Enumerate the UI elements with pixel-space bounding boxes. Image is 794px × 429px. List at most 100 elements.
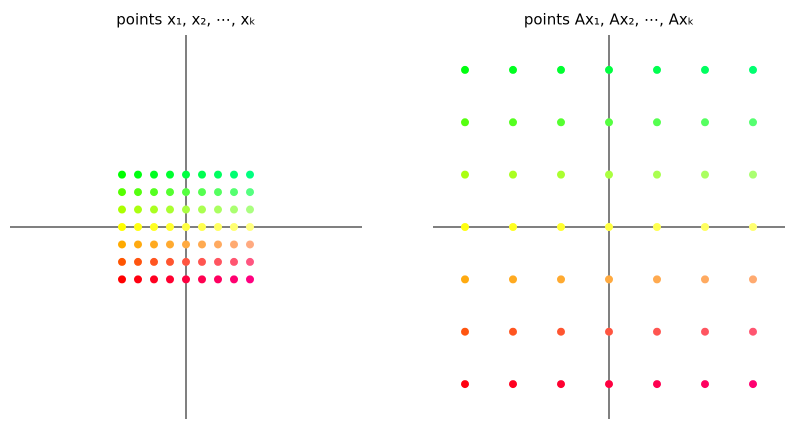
point xyxy=(749,65,757,74)
point xyxy=(557,380,565,389)
point xyxy=(653,380,661,389)
point xyxy=(701,65,709,74)
point xyxy=(701,223,709,231)
point xyxy=(182,257,190,266)
point xyxy=(118,275,126,284)
point xyxy=(214,170,222,179)
point xyxy=(214,240,222,249)
point xyxy=(557,223,565,231)
point xyxy=(230,240,238,249)
point xyxy=(230,223,238,231)
point xyxy=(653,65,661,74)
point xyxy=(214,275,222,284)
point xyxy=(166,240,174,249)
point xyxy=(509,223,517,231)
point xyxy=(230,170,238,179)
point xyxy=(653,118,661,127)
point xyxy=(198,223,206,231)
point xyxy=(701,275,709,284)
point xyxy=(118,170,126,179)
point xyxy=(605,170,613,179)
point xyxy=(150,275,158,284)
point xyxy=(134,275,142,284)
point xyxy=(182,240,190,249)
point xyxy=(150,223,158,231)
point xyxy=(214,223,222,231)
point xyxy=(461,65,469,74)
point xyxy=(166,188,174,197)
point xyxy=(557,170,565,179)
point xyxy=(182,188,190,197)
point xyxy=(118,205,126,214)
point xyxy=(509,275,517,284)
chart-title: points x₁, x₂, ⋯, xₖ xyxy=(116,11,256,29)
point xyxy=(230,275,238,284)
point xyxy=(749,380,757,389)
point xyxy=(150,170,158,179)
point xyxy=(246,188,254,197)
point xyxy=(166,275,174,284)
point xyxy=(182,205,190,214)
point xyxy=(198,257,206,266)
point xyxy=(605,65,613,74)
point xyxy=(198,170,206,179)
point xyxy=(557,118,565,127)
point xyxy=(509,65,517,74)
point xyxy=(150,257,158,266)
point xyxy=(509,380,517,389)
point xyxy=(749,223,757,231)
point xyxy=(118,188,126,197)
point xyxy=(701,327,709,336)
point xyxy=(214,205,222,214)
point xyxy=(134,205,142,214)
point xyxy=(246,240,254,249)
point xyxy=(150,240,158,249)
point xyxy=(701,380,709,389)
point xyxy=(214,188,222,197)
point xyxy=(605,118,613,127)
point xyxy=(461,380,469,389)
point xyxy=(198,188,206,197)
point xyxy=(605,275,613,284)
point xyxy=(749,170,757,179)
point xyxy=(605,327,613,336)
point xyxy=(230,257,238,266)
point xyxy=(461,275,469,284)
point xyxy=(557,327,565,336)
point xyxy=(198,275,206,284)
point xyxy=(509,327,517,336)
point xyxy=(134,188,142,197)
point xyxy=(461,327,469,336)
point xyxy=(749,275,757,284)
point xyxy=(557,65,565,74)
point xyxy=(182,223,190,231)
point xyxy=(118,240,126,249)
point xyxy=(166,223,174,231)
point xyxy=(246,257,254,266)
point xyxy=(701,118,709,127)
point xyxy=(198,205,206,214)
point xyxy=(605,380,613,389)
point xyxy=(246,205,254,214)
point xyxy=(509,170,517,179)
point xyxy=(150,205,158,214)
point xyxy=(749,327,757,336)
point xyxy=(246,223,254,231)
point xyxy=(509,118,517,127)
point xyxy=(134,170,142,179)
point xyxy=(653,170,661,179)
point xyxy=(166,170,174,179)
point xyxy=(182,275,190,284)
point xyxy=(653,275,661,284)
point xyxy=(166,257,174,266)
point xyxy=(246,170,254,179)
point xyxy=(134,257,142,266)
point xyxy=(198,240,206,249)
point xyxy=(134,240,142,249)
point xyxy=(246,275,254,284)
point xyxy=(230,205,238,214)
point xyxy=(214,257,222,266)
point xyxy=(150,188,158,197)
point xyxy=(118,257,126,266)
